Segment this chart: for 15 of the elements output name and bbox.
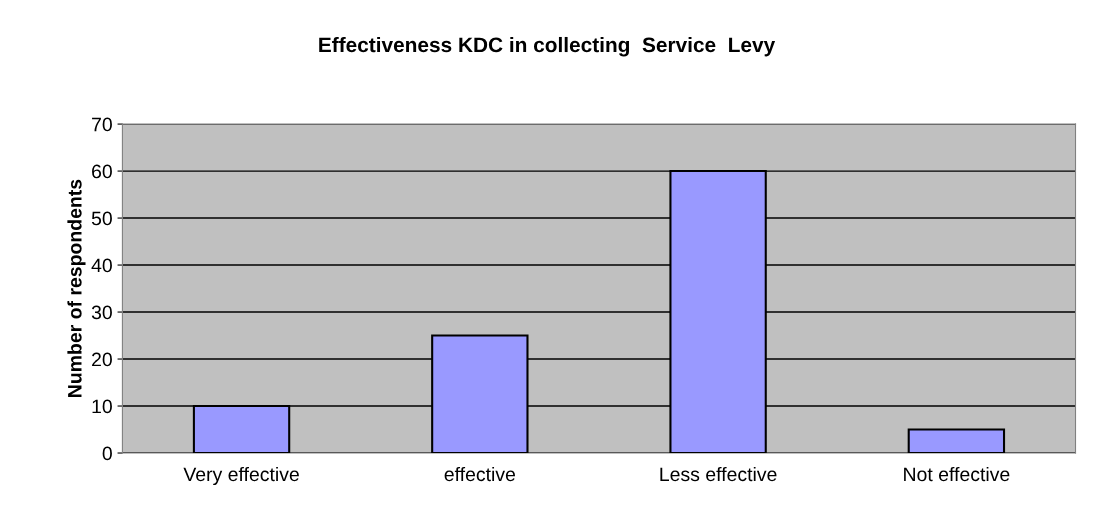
y-tick-label: 10	[92, 399, 112, 414]
x-tick-label: Less effective	[660, 466, 777, 482]
y-tick-label: 70	[92, 117, 112, 132]
y-tick-label: 30	[91, 305, 112, 320]
y-tick-label: 50	[91, 211, 112, 226]
y-axis-title: Number of respondents	[67, 179, 86, 397]
y-tick-label: 20	[92, 352, 112, 367]
y-tick-label: 0	[102, 446, 112, 461]
x-tick-label: Not effective	[904, 466, 1010, 482]
y-tick-label: 40	[91, 258, 112, 273]
x-tick-label: Very effective	[183, 466, 299, 486]
y-tick-label: 60	[92, 164, 112, 179]
chart-title: Effectiveness KDC in collecting Service Levy	[319, 36, 776, 57]
x-tick-label: effective	[444, 466, 515, 482]
bar	[907, 428, 1006, 454]
